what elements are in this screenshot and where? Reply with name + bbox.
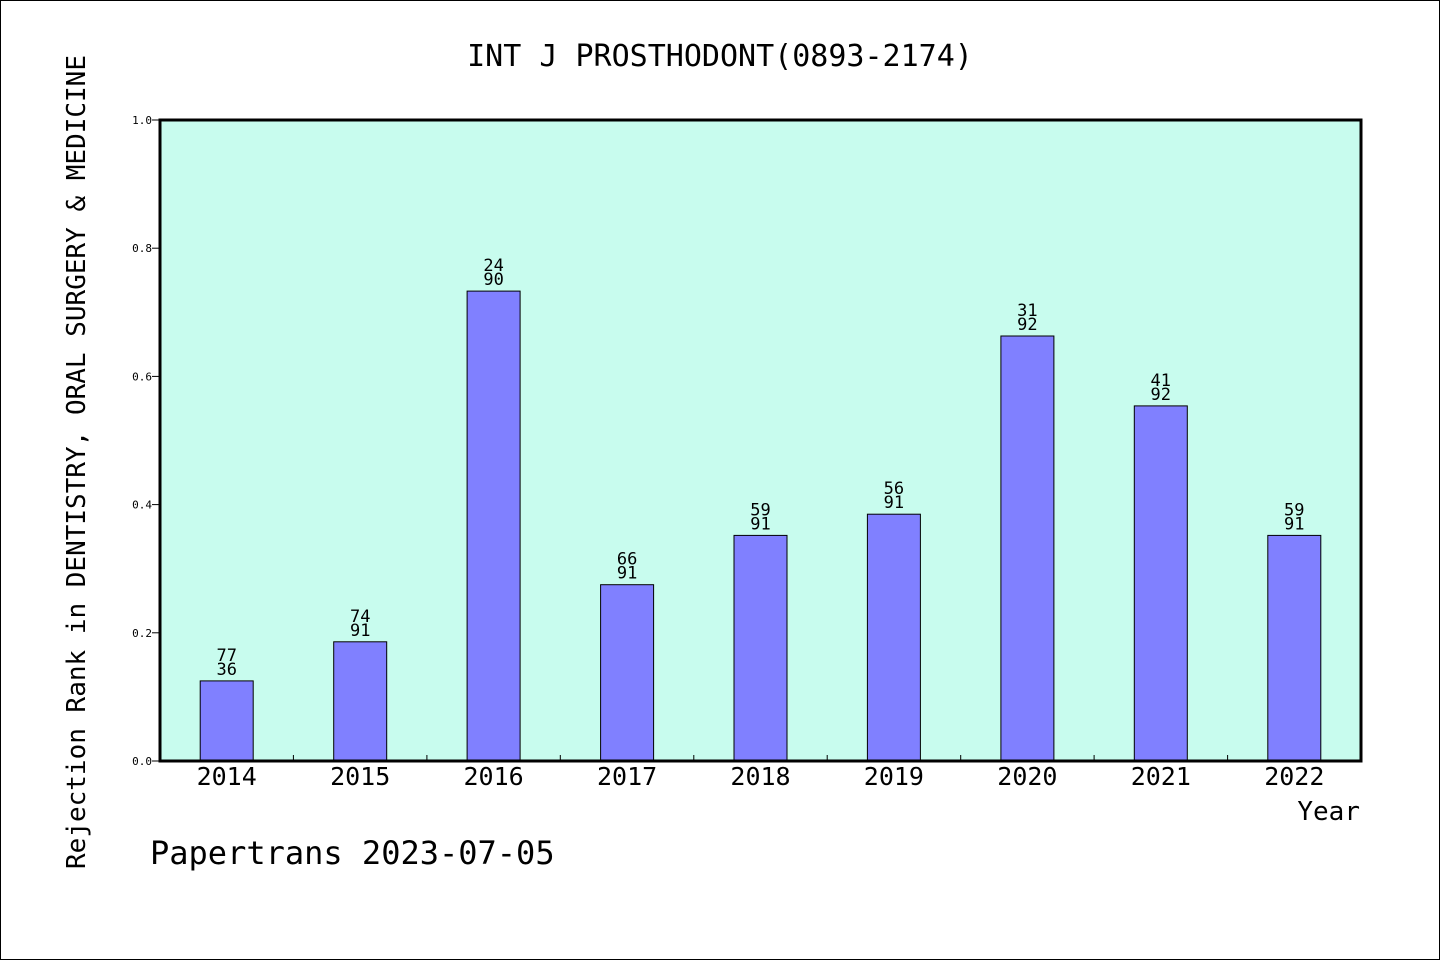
data-label-bottom-2014: 36: [216, 660, 236, 680]
y-tick-label: 0.6: [132, 370, 152, 383]
y-tick-label: 1.0: [132, 114, 152, 127]
bar-2017: [600, 584, 655, 762]
y-tick-label: 0.8: [132, 242, 152, 255]
x-axis-label: Year: [1297, 797, 1360, 827]
data-label-bottom-2022: 91: [1284, 514, 1304, 534]
data-label-top-2017: 66: [617, 550, 637, 570]
data-label-bottom-2019: 91: [884, 493, 904, 513]
bar-2016: [466, 290, 521, 762]
x-tick-label-2016: 2016: [463, 762, 523, 791]
x-tick-label-2018: 2018: [730, 762, 790, 791]
x-ticks-layer: 2014 2015 2016 2017 2018 2019 2020 2021 2022: [197, 755, 1324, 791]
data-label-top-2022: 59: [1284, 500, 1304, 520]
data-label-bottom-2021: 92: [1151, 385, 1171, 405]
bar-2022: [1267, 534, 1322, 762]
data-label-top-2021: 41: [1151, 371, 1171, 391]
data-label-top-2019: 56: [884, 479, 904, 499]
bar-2020: [1000, 335, 1055, 762]
x-tick-label-2021: 2021: [1131, 762, 1191, 791]
y-axis-label: Rejection Rank in DENTISTRY, ORAL SURGER…: [62, 55, 92, 869]
x-tick-label-2014: 2014: [197, 762, 257, 791]
data-label-top-2018: 59: [750, 500, 770, 520]
x-tick-label-2015: 2015: [330, 762, 390, 791]
chart-title: INT J PROSTHODONT(0893-2174): [467, 39, 973, 74]
footer-text: Papertrans 2023-07-05: [150, 834, 555, 872]
data-label-bottom-2020: 92: [1017, 315, 1037, 335]
bars-layer: [199, 290, 1322, 762]
bar-2021: [1133, 405, 1188, 762]
x-tick-label-2017: 2017: [597, 762, 657, 791]
bar-2018: [733, 534, 788, 762]
y-ticks-layer: 0.0 0.2 0.4 0.6 0.8 1.0: [132, 114, 160, 768]
data-label-bottom-2015: 91: [350, 621, 370, 641]
x-tick-label-2022: 2022: [1264, 762, 1324, 791]
bar-2019: [866, 513, 921, 762]
data-label-bottom-2016: 90: [483, 270, 503, 290]
data-label-top-2014: 77: [216, 646, 236, 666]
x-tick-label-2019: 2019: [864, 762, 924, 791]
y-tick-label: 0.4: [132, 499, 152, 512]
data-label-top-2015: 74: [350, 607, 370, 627]
plot-border: [158, 118, 1363, 763]
data-label-bottom-2017: 91: [617, 564, 637, 584]
y-tick-label: 0.2: [132, 627, 152, 640]
bar-2014: [199, 680, 254, 762]
data-label-top-2016: 24: [483, 256, 503, 276]
data-label-bottom-2018: 91: [750, 514, 770, 534]
y-tick-label: 0.0: [132, 755, 152, 768]
data-label-top-2020: 31: [1017, 301, 1037, 321]
x-tick-label-2020: 2020: [997, 762, 1057, 791]
bar-2015: [333, 641, 388, 762]
